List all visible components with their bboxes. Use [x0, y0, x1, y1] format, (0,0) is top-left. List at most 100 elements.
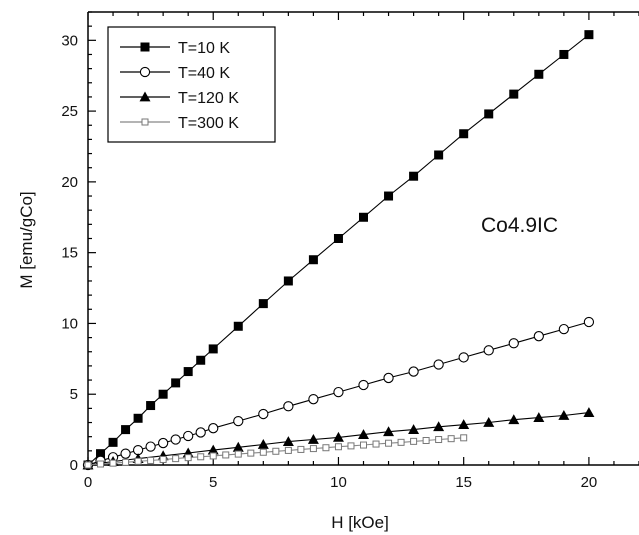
data-point	[334, 443, 342, 451]
data-point	[333, 386, 344, 398]
data-point	[284, 446, 292, 454]
data-point	[558, 409, 570, 420]
data-point	[283, 401, 294, 412]
legend-label: T=40 K	[178, 65, 230, 82]
data-point	[483, 345, 494, 356]
data-point	[257, 438, 269, 449]
data-point	[447, 435, 455, 443]
data-point	[121, 425, 131, 435]
data-point	[508, 338, 519, 349]
data-point	[308, 394, 319, 405]
data-point	[358, 429, 369, 439]
data-point	[460, 434, 468, 442]
data-point	[232, 441, 244, 452]
data-point	[172, 455, 180, 463]
axes: 0 5 10 15 20 0 5 10 15 20 25 30	[61, 11, 639, 491]
legend-marker	[141, 118, 149, 126]
x-tick-label: 0	[84, 474, 92, 491]
data-point	[410, 437, 418, 445]
data-point	[258, 299, 268, 309]
data-point	[508, 414, 520, 425]
data-point	[96, 449, 106, 459]
data-point	[308, 255, 318, 265]
data-point	[558, 323, 570, 335]
x-tick-label: 15	[455, 474, 472, 491]
data-point	[134, 457, 142, 465]
data-point	[122, 458, 130, 466]
data-point	[422, 437, 430, 445]
data-point	[197, 453, 205, 461]
annotation-label: Co4.9IC	[481, 214, 558, 237]
legend: T=10 K T=40 K T=120 K T=300 K	[107, 26, 276, 143]
series-4	[84, 434, 468, 469]
y-tick-label: 5	[70, 386, 78, 403]
y-tick-label: 15	[61, 245, 78, 262]
data-point	[435, 436, 443, 444]
data-point	[533, 331, 544, 342]
x-tick-label: 20	[581, 474, 598, 491]
legend-marker	[139, 91, 151, 102]
data-point	[458, 352, 469, 363]
data-point	[183, 367, 193, 377]
data-point	[483, 417, 495, 427]
data-point	[272, 447, 280, 455]
data-point	[332, 431, 344, 442]
data-point	[358, 379, 369, 391]
data-point	[307, 434, 319, 444]
data-point	[282, 436, 294, 447]
data-point	[534, 69, 544, 79]
x-tick-label: 10	[330, 474, 347, 491]
data-point	[559, 49, 569, 59]
data-point	[208, 344, 218, 354]
data-point	[583, 316, 595, 328]
data-point	[372, 440, 380, 448]
legend-label: T=300 K	[178, 115, 239, 132]
data-point	[283, 276, 293, 286]
data-point	[207, 444, 219, 455]
data-point	[157, 437, 169, 449]
legend-label: T=120 K	[178, 90, 239, 107]
data-point	[109, 459, 117, 467]
data-point	[146, 401, 156, 411]
data-point	[459, 129, 469, 139]
data-point	[183, 430, 194, 442]
data-point	[97, 460, 105, 468]
data-point	[170, 434, 181, 445]
data-point	[184, 454, 192, 462]
data-point	[397, 438, 405, 446]
data-point	[247, 449, 255, 457]
data-point	[133, 413, 143, 423]
data-point	[408, 424, 420, 435]
y-tick-label: 20	[61, 174, 78, 191]
data-point	[196, 355, 206, 365]
data-point	[333, 234, 343, 243]
data-point	[533, 412, 545, 422]
y-tick-label: 30	[61, 32, 78, 49]
y-axis-title: M [emu/gCo]	[17, 191, 36, 288]
data-point	[209, 452, 217, 460]
data-point	[322, 444, 330, 452]
data-point	[484, 109, 494, 119]
data-point	[259, 448, 267, 456]
data-point	[84, 461, 92, 469]
data-point	[433, 359, 444, 370]
data-point	[120, 448, 131, 459]
plot-area	[82, 30, 595, 471]
x-tick-label: 5	[209, 474, 217, 491]
data-point	[408, 366, 419, 377]
data-point	[383, 372, 394, 384]
data-point	[509, 89, 519, 99]
y-tick-label: 10	[61, 315, 78, 332]
x-axis-title: H [kOe]	[331, 513, 389, 532]
legend-marker	[140, 42, 150, 52]
data-point	[258, 408, 269, 420]
data-point	[384, 191, 394, 201]
data-point	[383, 426, 395, 437]
data-point	[409, 171, 419, 181]
data-point	[158, 389, 168, 399]
legend-label: T=10 K	[178, 40, 230, 57]
legend-marker	[139, 66, 151, 78]
data-point	[583, 407, 595, 418]
data-point	[208, 423, 219, 434]
